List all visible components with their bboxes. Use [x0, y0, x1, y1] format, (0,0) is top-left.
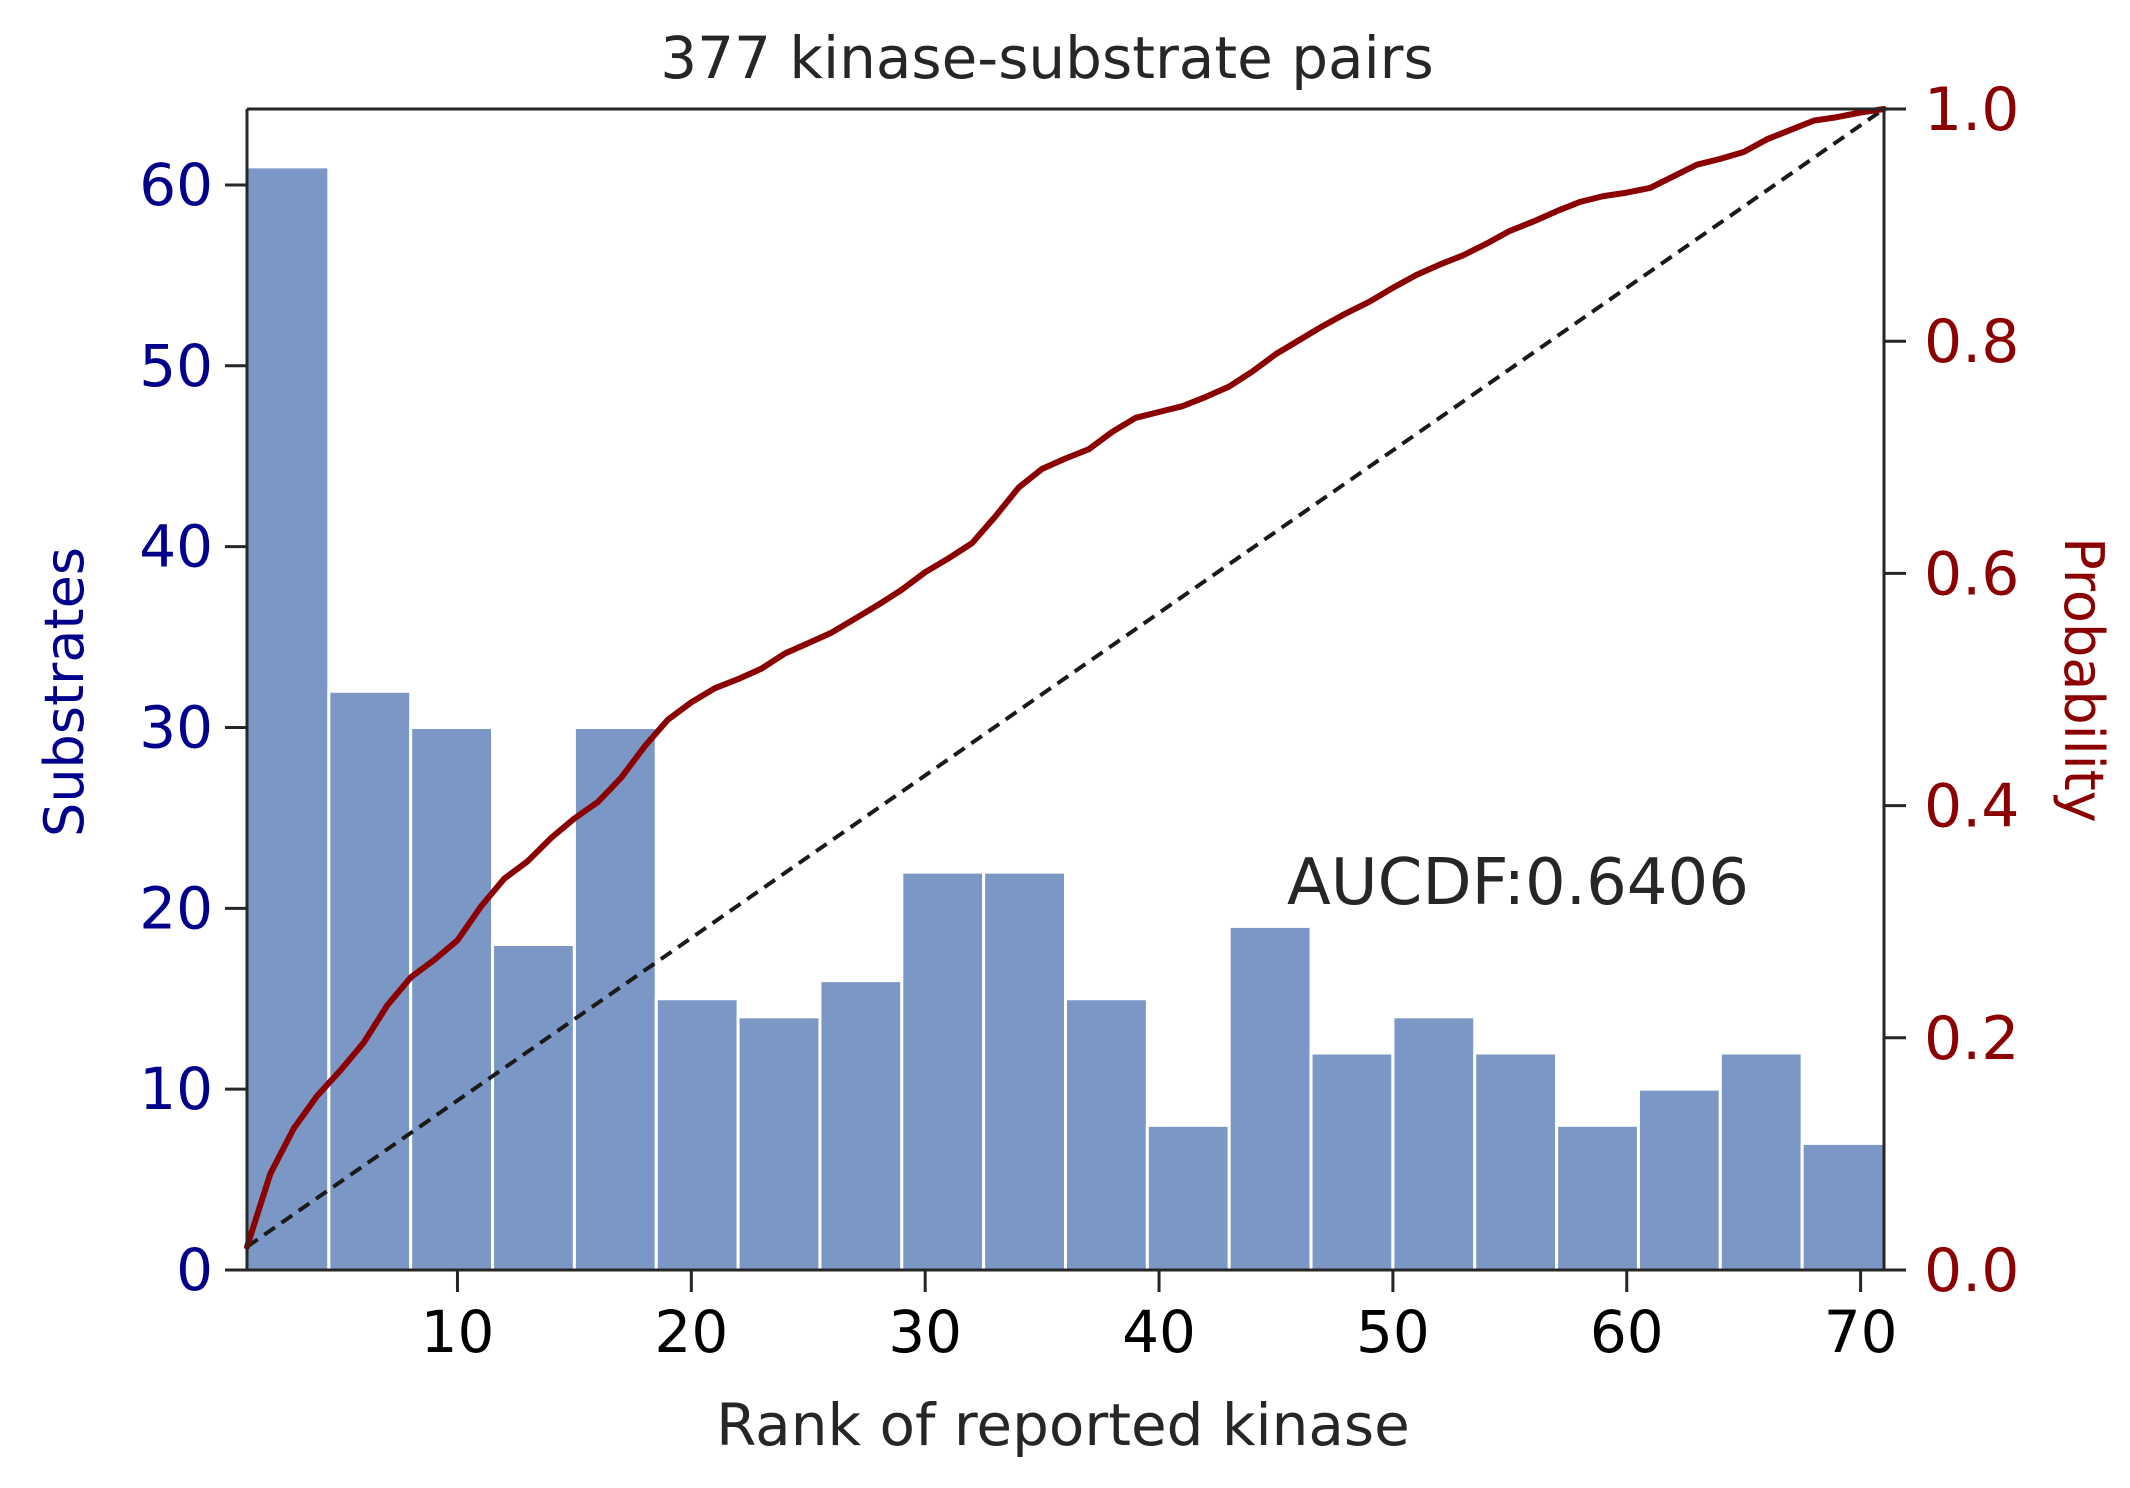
x-tick-label: 50: [1356, 1298, 1430, 1366]
y-tick-label: 40: [139, 513, 213, 581]
histogram-bar: [1064, 997, 1149, 1272]
histogram-bar: [1473, 1051, 1559, 1272]
histogram-bar: [1309, 1051, 1395, 1272]
histogram-bar: [1391, 1015, 1477, 1272]
x-tick-label: 70: [1824, 1298, 1898, 1366]
histogram-bar: [1145, 1123, 1231, 1272]
histogram-bar: [1227, 924, 1313, 1272]
histogram-bar: [900, 870, 986, 1272]
histogram-bar: [818, 979, 904, 1272]
aucdf-annotation: AUCDF:0.6406: [1287, 846, 1749, 920]
histogram-bars: [245, 165, 1886, 1272]
y-tick-label: 50: [139, 332, 213, 400]
histogram-bar: [245, 165, 331, 1272]
y2-axis-label: Probability: [2052, 537, 2115, 822]
histogram-bar: [1718, 1051, 1804, 1272]
cdf-line: [244, 106, 1887, 1250]
axes-frame: [245, 107, 1886, 1272]
histogram-bar: [654, 997, 740, 1272]
chart-title: 377 kinase-substrate pairs: [660, 24, 1434, 92]
histogram-bar: [491, 942, 576, 1272]
lines-layer: [244, 106, 1887, 1250]
x-tick-label: 60: [1590, 1298, 1664, 1366]
x-axis-label: Rank of reported kinase: [716, 1391, 1410, 1459]
y2-tick-label: 1.0: [1924, 75, 2019, 145]
histogram-bar: [1800, 1141, 1886, 1272]
y-tick-label: 20: [139, 874, 213, 942]
histogram-bar: [1636, 1087, 1722, 1272]
y-tick-label: 30: [139, 693, 213, 761]
y2-tick-label: 0.2: [1924, 1004, 2019, 1074]
y-tick-label: 60: [139, 151, 213, 219]
y2-tick-label: 0.6: [1924, 539, 2019, 609]
ticks-layer: 10 20 30 40 50 60 70 0 10 20 30 40 50 60 0.0 0.2 0.4 0.6 0…: [139, 75, 2019, 1366]
y-tick-label: 0: [176, 1236, 213, 1304]
x-tick-label: 10: [421, 1298, 495, 1366]
histogram-bar: [327, 689, 413, 1272]
x-tick-label: 30: [888, 1298, 962, 1366]
x-tick-label: 20: [654, 1298, 728, 1366]
reference-diagonal-line: [245, 107, 1886, 1249]
y-tick-label: 10: [139, 1055, 213, 1123]
histogram-bar: [1555, 1123, 1640, 1272]
y2-tick-label: 0.8: [1924, 307, 2019, 377]
histogram-bar: [409, 725, 495, 1272]
y2-tick-label: 0.0: [1924, 1236, 2019, 1306]
histogram-bar: [736, 1015, 822, 1272]
y2-tick-label: 0.4: [1924, 772, 2019, 842]
y-axis-label: Substrates: [33, 547, 96, 837]
x-tick-label: 40: [1122, 1298, 1196, 1366]
histogram-bar: [982, 870, 1068, 1272]
